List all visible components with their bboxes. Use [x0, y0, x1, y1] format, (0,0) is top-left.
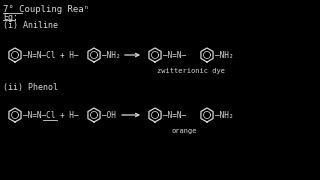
Text: –NH₂: –NH₂ [215, 51, 234, 60]
Text: –OH: –OH [102, 111, 116, 120]
Text: (ii) Phenol: (ii) Phenol [3, 83, 58, 92]
Text: –N=N–Cl + H–: –N=N–Cl + H– [23, 51, 78, 60]
Text: 7° Coupling Reaⁿ: 7° Coupling Reaⁿ [3, 5, 89, 14]
Text: (i) Aniline: (i) Aniline [3, 21, 58, 30]
Text: Eg:: Eg: [3, 13, 18, 22]
Text: –N=N–: –N=N– [163, 111, 186, 120]
Text: orange: orange [172, 128, 197, 134]
Text: –N=N–Cl + H–: –N=N–Cl + H– [23, 111, 78, 120]
Text: –N=N–: –N=N– [163, 51, 186, 60]
Text: zwitterionic dye: zwitterionic dye [157, 68, 225, 74]
Text: –NH₂: –NH₂ [215, 111, 234, 120]
Text: –NH₂: –NH₂ [102, 51, 121, 60]
